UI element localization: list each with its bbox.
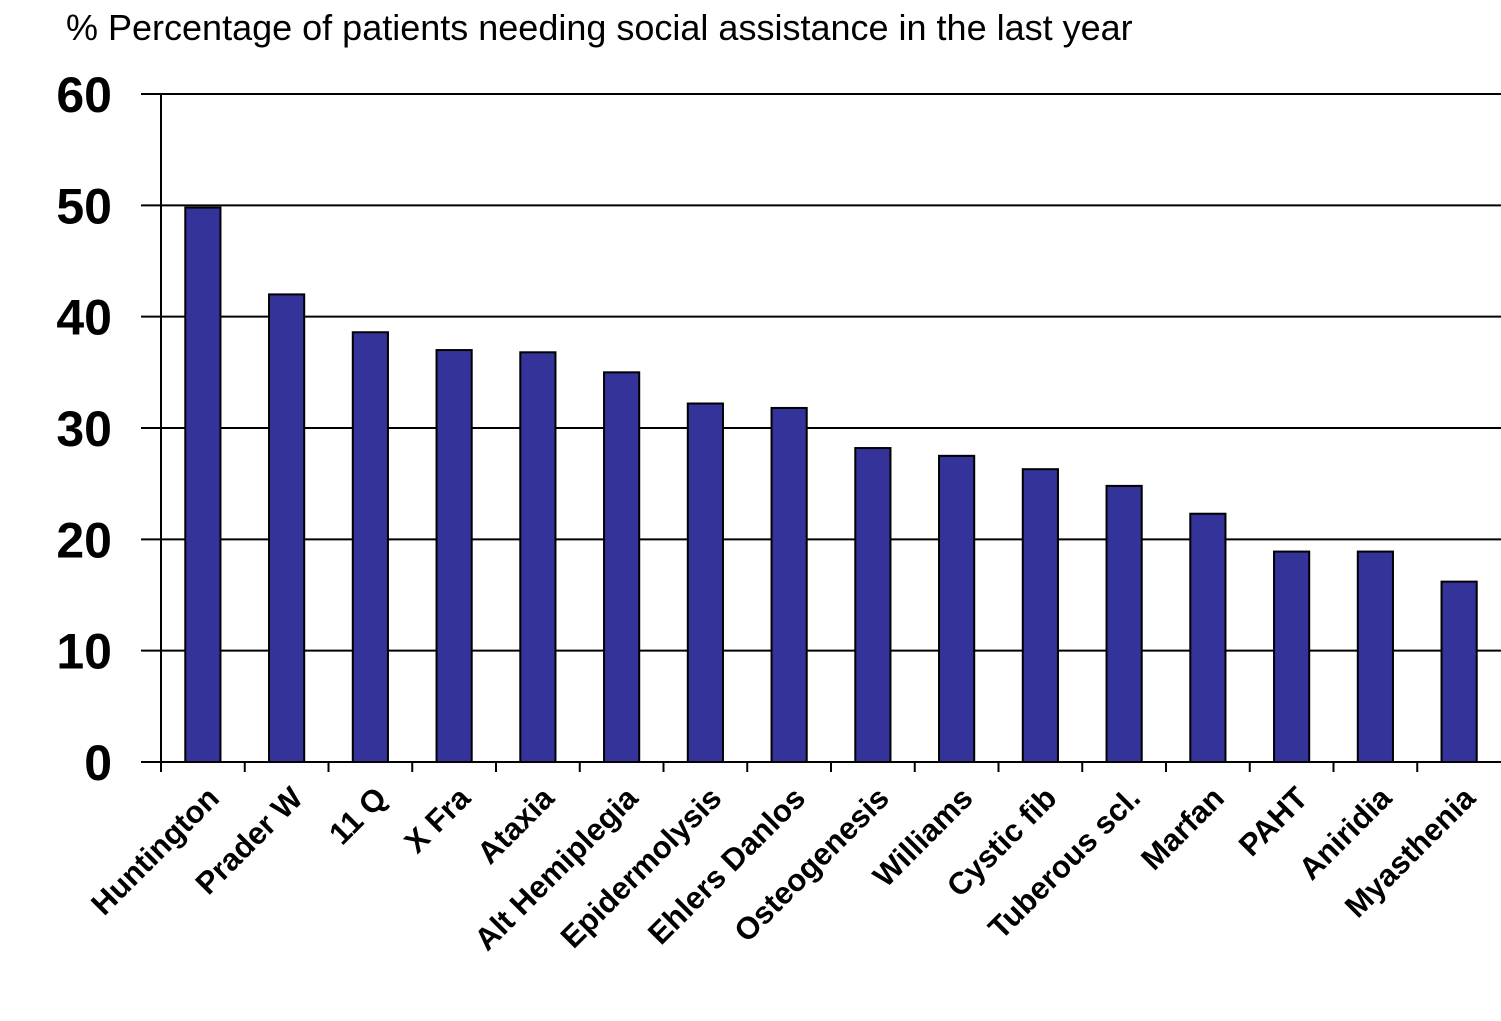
bar — [184, 206, 222, 763]
x-tick-label: Tuberous scl. — [981, 780, 1147, 946]
bar — [519, 351, 557, 763]
bar — [1440, 580, 1478, 764]
x-tick-label: 11 Q — [322, 780, 393, 851]
x-tick-label: Marfan — [1134, 780, 1231, 877]
bar — [1021, 468, 1059, 763]
bar — [1189, 512, 1227, 764]
y-tick-label: 20 — [56, 512, 112, 568]
x-tick-label: Huntington — [84, 780, 226, 922]
chart-title: % Percentage of patients needing social … — [66, 7, 1133, 48]
bar — [268, 293, 306, 763]
bar — [686, 402, 724, 763]
bar — [1105, 484, 1143, 763]
y-tick-label: 60 — [56, 67, 112, 123]
y-tick-label: 30 — [56, 401, 112, 457]
bars — [184, 206, 1478, 764]
bar — [1273, 550, 1311, 764]
bar — [435, 349, 473, 763]
bar — [938, 454, 976, 763]
y-tick-label: 10 — [56, 624, 112, 680]
y-tick-label: 40 — [56, 290, 112, 346]
bar — [351, 331, 389, 763]
y-tick-label: 50 — [56, 178, 112, 234]
x-tick-label: X Fra — [398, 780, 478, 860]
y-tick-label: 0 — [84, 735, 112, 791]
bar — [770, 406, 808, 763]
bar — [1356, 550, 1394, 764]
y-axis-ticks: 0 10 20 30 40 50 60 — [56, 67, 161, 791]
bar — [854, 447, 892, 763]
bar — [603, 371, 641, 763]
